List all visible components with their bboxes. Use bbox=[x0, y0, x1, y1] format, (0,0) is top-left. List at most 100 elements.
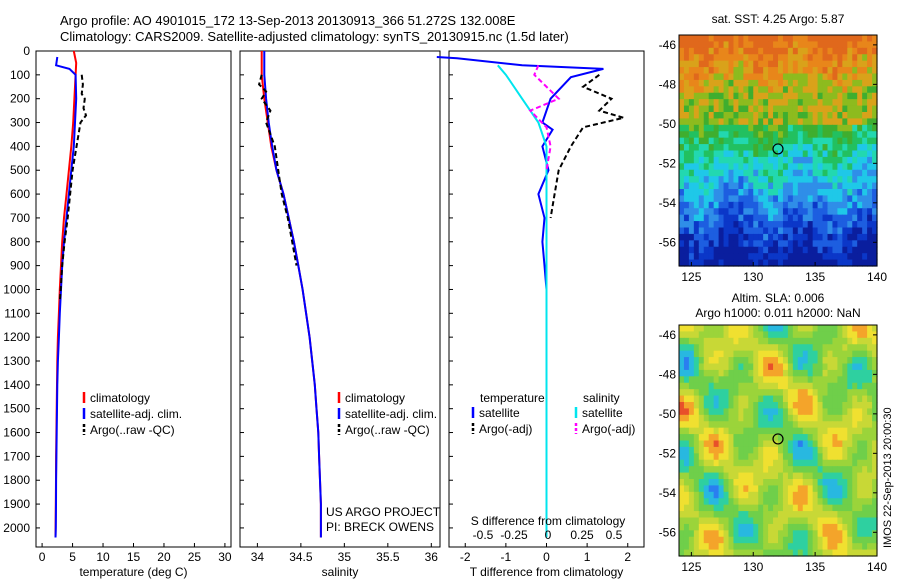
heatmap-cell bbox=[847, 259, 853, 267]
heatmap-cell bbox=[837, 536, 843, 544]
heatmap-cell bbox=[773, 246, 779, 254]
heatmap-cell bbox=[872, 402, 878, 410]
heatmap-cell bbox=[768, 137, 774, 145]
heatmap-cell bbox=[802, 137, 809, 145]
heatmap-cell bbox=[817, 459, 824, 467]
heatmap-cell bbox=[703, 41, 710, 49]
heatmap-cell bbox=[743, 92, 749, 100]
heatmap-cell bbox=[763, 144, 769, 152]
heatmap-cell bbox=[773, 337, 779, 345]
heatmap-cell bbox=[778, 156, 784, 164]
heatmap-cell bbox=[753, 536, 759, 544]
heatmap-cell bbox=[738, 221, 744, 229]
heatmap-cell bbox=[708, 118, 715, 126]
heatmap-cell bbox=[713, 73, 720, 81]
heatmap-cell bbox=[857, 189, 863, 197]
heatmap-cell bbox=[768, 214, 774, 222]
heatmap-cell bbox=[718, 350, 725, 358]
heatmap-cell bbox=[827, 86, 834, 94]
heatmap-cell bbox=[837, 169, 843, 177]
heatmap-cell bbox=[872, 414, 878, 422]
heatmap-cell bbox=[738, 124, 744, 132]
heatmap-cell bbox=[792, 549, 799, 557]
heatmap-cell bbox=[773, 523, 779, 531]
heatmap-cell bbox=[758, 150, 764, 158]
heatmap-cell bbox=[698, 530, 705, 538]
heatmap-cell bbox=[837, 376, 843, 384]
heatmap-cell bbox=[792, 530, 799, 538]
heatmap-cell bbox=[837, 214, 843, 222]
heatmap-cell bbox=[842, 214, 848, 222]
heatmap-cell bbox=[703, 86, 710, 94]
heatmap-cell bbox=[679, 517, 685, 525]
heatmap-cell bbox=[763, 325, 769, 333]
heatmap-cell bbox=[738, 112, 744, 120]
heatmap-cell bbox=[718, 163, 725, 171]
heatmap-cell bbox=[718, 440, 725, 448]
heatmap-cell bbox=[723, 491, 730, 499]
heatmap-cell bbox=[872, 543, 878, 551]
heatmap-cell bbox=[733, 221, 739, 229]
heatmap-cell bbox=[718, 169, 725, 177]
heatmap-cell bbox=[683, 472, 690, 480]
heatmap-cell bbox=[782, 536, 789, 544]
heatmap-cell bbox=[718, 491, 725, 499]
heatmap-cell bbox=[817, 337, 824, 345]
heatmap-cell bbox=[837, 402, 843, 410]
heatmap-cell bbox=[718, 182, 725, 190]
heatmap-cell bbox=[688, 543, 695, 551]
heatmap-cell bbox=[708, 511, 715, 519]
heatmap-cell bbox=[708, 402, 715, 410]
heatmap-cell bbox=[872, 466, 878, 474]
heatmap-cell bbox=[782, 67, 789, 75]
heatmap-cell bbox=[872, 459, 878, 467]
heatmap-cell bbox=[708, 54, 715, 62]
heatmap-cell bbox=[753, 208, 759, 216]
heatmap-cell bbox=[832, 395, 838, 403]
heatmap-cell bbox=[842, 344, 848, 352]
heatmap-cell bbox=[778, 253, 784, 261]
heatmap-cell bbox=[847, 73, 853, 81]
heatmap-cell bbox=[862, 421, 868, 429]
heatmap-cell bbox=[802, 402, 809, 410]
heatmap-cell bbox=[792, 459, 799, 467]
heatmap-cell bbox=[832, 434, 838, 442]
heatmap-cell bbox=[867, 517, 873, 525]
y-tick-label: 600 bbox=[10, 187, 30, 201]
heatmap-cell bbox=[837, 105, 843, 113]
heatmap-cell bbox=[718, 208, 725, 216]
heatmap-cell bbox=[703, 221, 710, 229]
heatmap-cell bbox=[713, 440, 720, 448]
heatmap-cell bbox=[718, 382, 725, 390]
heatmap-cell bbox=[758, 73, 764, 81]
heatmap-cell bbox=[787, 395, 794, 403]
heatmap-cell bbox=[773, 86, 779, 94]
heatmap-cell bbox=[723, 124, 730, 132]
heatmap-cell bbox=[837, 440, 843, 448]
heatmap-cell bbox=[817, 357, 824, 365]
heatmap-cell bbox=[812, 427, 819, 435]
legend-label: Argo(..raw -QC) bbox=[90, 423, 175, 437]
heatmap-cell bbox=[743, 214, 749, 222]
heatmap-cell bbox=[723, 504, 730, 512]
heatmap-cell bbox=[698, 35, 705, 43]
heatmap-cell bbox=[817, 201, 824, 209]
heatmap-cell bbox=[852, 163, 858, 171]
heatmap-cell bbox=[738, 357, 744, 365]
heatmap-cell bbox=[807, 118, 814, 126]
heatmap-cell bbox=[832, 208, 838, 216]
heatmap-cell bbox=[807, 35, 814, 43]
heatmap-cell bbox=[683, 517, 690, 525]
heatmap-cell bbox=[713, 208, 720, 216]
heatmap-cell bbox=[778, 344, 784, 352]
heatmap-cell bbox=[698, 485, 705, 493]
heatmap-cell bbox=[807, 253, 814, 261]
map-title: sat. SST: 4.25 Argo: 5.87 bbox=[712, 12, 845, 26]
heatmap-cell bbox=[748, 511, 754, 519]
heatmap-cell bbox=[723, 86, 730, 94]
heatmap-cell bbox=[763, 491, 769, 499]
heatmap-cell bbox=[862, 195, 868, 203]
heatmap-cell bbox=[728, 163, 735, 171]
heatmap-cell bbox=[718, 530, 725, 538]
heatmap-cell bbox=[768, 485, 774, 493]
